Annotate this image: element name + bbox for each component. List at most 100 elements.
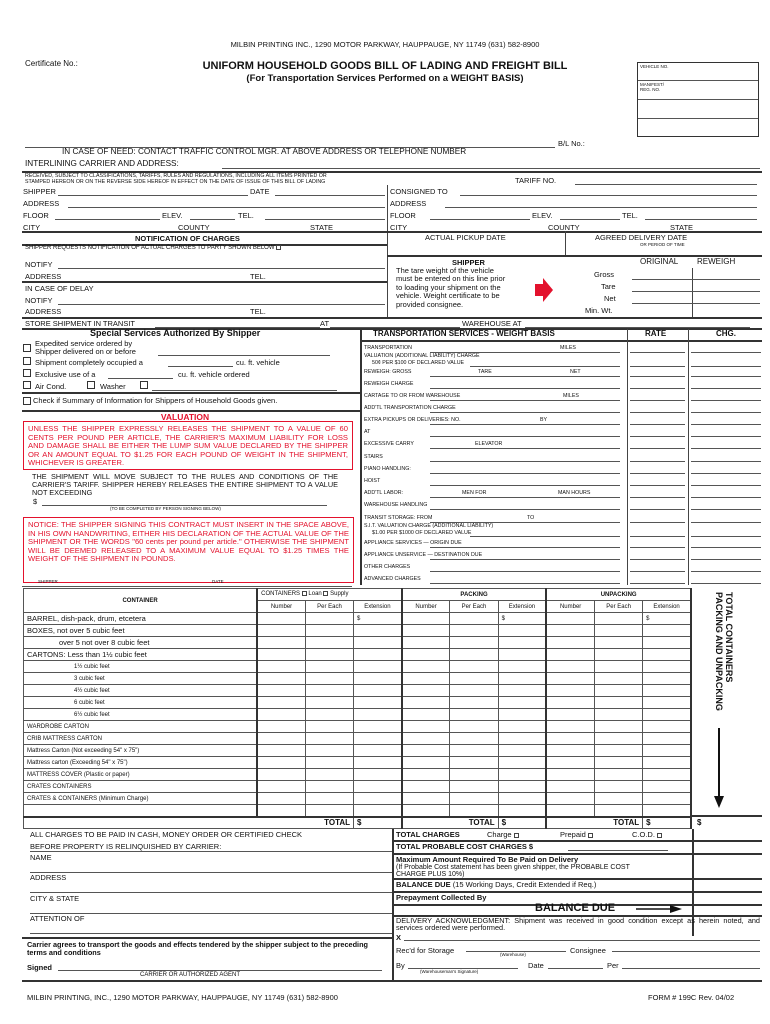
container-cell[interactable]	[353, 804, 403, 817]
container-cell[interactable]	[497, 780, 548, 793]
charge-field[interactable]	[691, 559, 761, 560]
container-cell[interactable]	[449, 708, 499, 721]
summary-checkbox[interactable]	[23, 397, 31, 405]
container-cell[interactable]	[353, 720, 403, 733]
charge-field[interactable]	[691, 547, 761, 548]
container-cell[interactable]	[256, 684, 306, 697]
charge-field[interactable]	[691, 388, 761, 389]
container-cell[interactable]	[545, 792, 595, 805]
container-cell[interactable]	[304, 684, 355, 697]
shipper-floor-field[interactable]	[55, 219, 160, 220]
container-cell[interactable]	[401, 660, 451, 673]
container-cell[interactable]	[593, 660, 644, 673]
container-cell[interactable]	[497, 768, 548, 781]
container-cell[interactable]	[401, 672, 451, 685]
container-cell[interactable]	[401, 648, 451, 661]
name-field[interactable]	[30, 872, 392, 873]
attention-field[interactable]	[30, 933, 392, 934]
rate-field[interactable]	[630, 376, 685, 377]
expedited-checkbox[interactable]	[23, 344, 31, 352]
container-cell[interactable]	[642, 720, 693, 733]
net-field[interactable]	[632, 303, 760, 304]
container-cell[interactable]	[353, 648, 403, 661]
container-cell[interactable]	[497, 648, 548, 661]
rate-field[interactable]	[630, 559, 685, 560]
container-cell[interactable]	[642, 636, 693, 649]
container-cell[interactable]	[256, 696, 306, 709]
warehouse-field[interactable]	[466, 951, 566, 952]
container-cell[interactable]	[256, 732, 306, 745]
charge-field[interactable]	[691, 352, 761, 353]
container-cell[interactable]	[256, 720, 306, 733]
notify-field[interactable]	[58, 268, 385, 269]
container-cell[interactable]	[497, 720, 548, 733]
container-cell[interactable]	[642, 780, 693, 793]
container-cell[interactable]	[256, 636, 306, 649]
container-cell[interactable]	[401, 708, 451, 721]
shipper-signature-line[interactable]	[22, 586, 352, 587]
container-cell[interactable]	[256, 612, 306, 625]
loan-checkbox[interactable]	[301, 591, 307, 597]
container-cell[interactable]	[642, 696, 693, 709]
rate-field[interactable]	[630, 509, 685, 510]
service-field[interactable]	[430, 400, 620, 401]
service-field[interactable]	[430, 376, 620, 377]
by-field[interactable]	[408, 968, 518, 969]
container-cell[interactable]	[642, 804, 693, 817]
container-cell[interactable]	[642, 624, 693, 637]
shipper-tel-field[interactable]	[265, 219, 385, 220]
consignee-elev-field[interactable]	[560, 219, 620, 220]
container-cell[interactable]	[642, 792, 693, 805]
container-cell[interactable]	[304, 744, 355, 757]
consignee-tel-field[interactable]	[645, 219, 757, 220]
service-field[interactable]	[430, 461, 620, 462]
rate-field[interactable]	[630, 583, 685, 584]
container-cell[interactable]	[497, 756, 548, 769]
container-cell[interactable]	[642, 648, 693, 661]
container-cell[interactable]	[256, 756, 306, 769]
container-cell[interactable]	[593, 804, 644, 817]
container-cell[interactable]	[497, 708, 548, 721]
container-cell[interactable]	[449, 780, 499, 793]
charge-field[interactable]	[691, 412, 761, 413]
container-cell[interactable]	[401, 612, 451, 625]
container-cell[interactable]	[304, 672, 355, 685]
service-field[interactable]	[430, 412, 620, 413]
container-cell[interactable]: $	[353, 612, 403, 625]
service-field[interactable]	[470, 366, 620, 367]
container-cell[interactable]	[256, 780, 306, 793]
other-checkbox[interactable]	[140, 381, 148, 389]
notification-request[interactable]: SHIPPER REQUESTS NOTIFICATION OF ACTUAL …	[25, 245, 282, 251]
charge-field[interactable]	[691, 366, 761, 367]
service-field[interactable]	[430, 388, 620, 389]
interlining-field[interactable]	[222, 168, 760, 169]
shipper-address-field[interactable]	[68, 207, 385, 208]
container-cell[interactable]	[401, 768, 451, 781]
container-cell[interactable]	[401, 624, 451, 637]
rate-field[interactable]	[630, 436, 685, 437]
container-cell[interactable]	[593, 696, 644, 709]
rate-field[interactable]	[630, 536, 685, 537]
charge-field[interactable]	[691, 536, 761, 537]
consignee-address-field[interactable]	[445, 207, 757, 208]
container-cell[interactable]	[304, 792, 355, 805]
container-cell[interactable]	[642, 768, 693, 781]
charge-field[interactable]	[691, 461, 761, 462]
shipper-field[interactable]	[58, 195, 248, 196]
container-cell[interactable]	[449, 804, 499, 817]
container-cell[interactable]	[256, 648, 306, 661]
container-cell[interactable]	[304, 708, 355, 721]
container-cell[interactable]: $	[497, 612, 548, 625]
charge-field[interactable]	[691, 497, 761, 498]
container-cell[interactable]	[401, 732, 451, 745]
container-cell[interactable]	[593, 708, 644, 721]
container-cell[interactable]	[353, 780, 403, 793]
total-value[interactable]: $	[497, 815, 548, 829]
charge-checkbox[interactable]	[513, 832, 519, 838]
container-cell[interactable]	[545, 780, 595, 793]
consignee-field[interactable]	[612, 951, 760, 952]
container-cell[interactable]	[593, 624, 644, 637]
charge-field[interactable]	[691, 571, 761, 572]
occupied-checkbox[interactable]	[23, 357, 31, 365]
service-field[interactable]	[430, 571, 620, 572]
